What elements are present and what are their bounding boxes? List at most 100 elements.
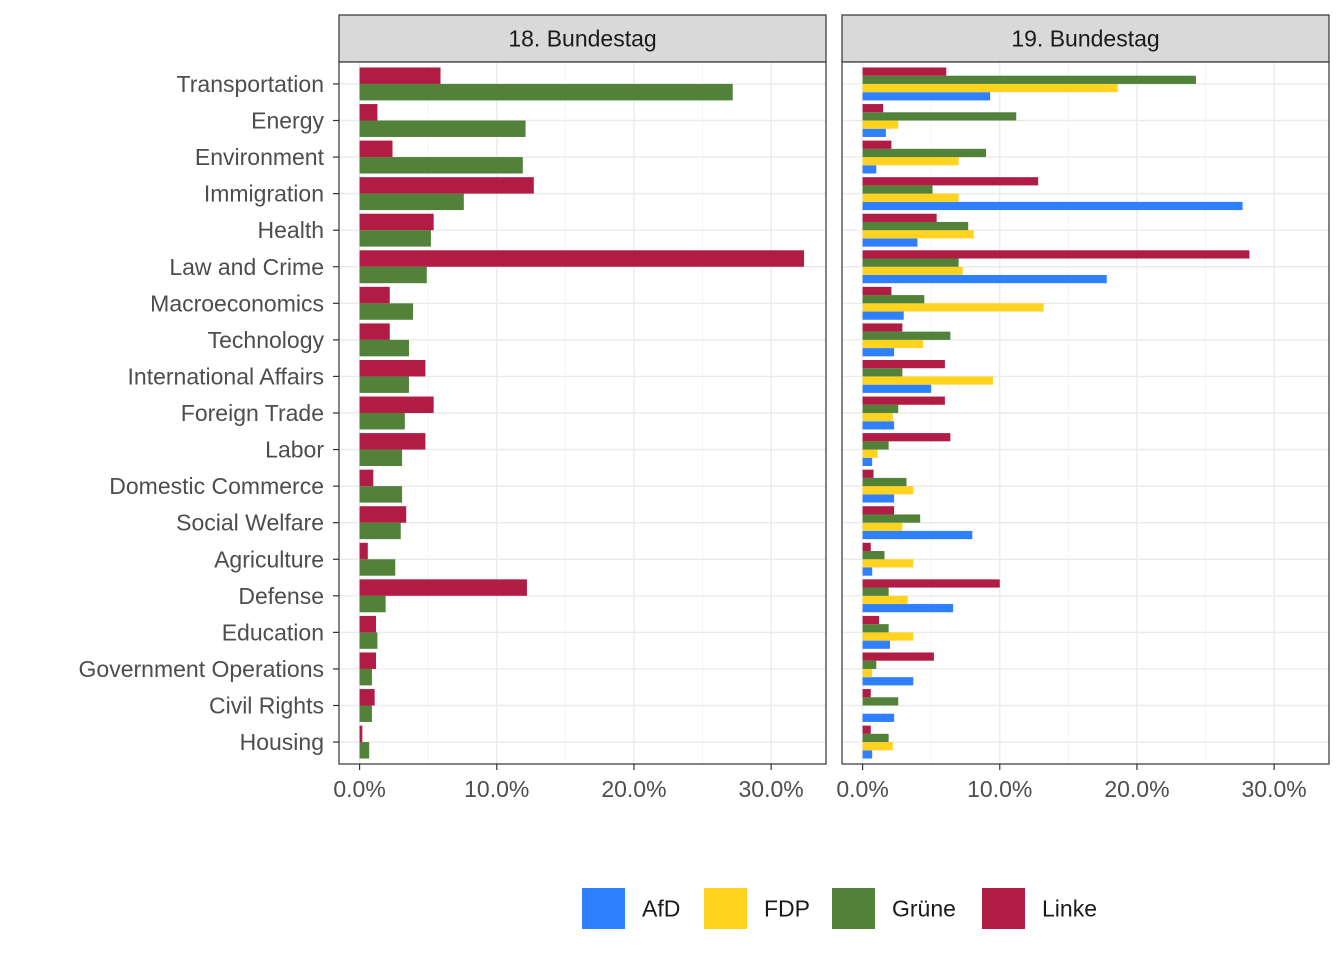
category-label-immigration: Immigration: [204, 181, 324, 207]
bar-gr-ne-international-affairs: [862, 368, 903, 377]
bar-gr-ne-foreign-trade: [359, 413, 405, 430]
bar-afd-civil-rights: [862, 713, 895, 722]
bar-fdp-environment: [862, 157, 959, 166]
bar-gr-ne-immigration: [359, 193, 464, 211]
legend-item-gr-ne: Grüne: [832, 888, 956, 929]
bar-afd-macroeconomics: [862, 311, 904, 320]
category-label-housing: Housing: [240, 729, 324, 755]
bar-linke-technology: [862, 323, 903, 332]
bar-afd-education: [862, 640, 891, 649]
bar-afd-health: [862, 238, 918, 247]
bar-fdp-social-welfare: [862, 522, 903, 531]
bar-gr-ne-law-and-crime: [862, 258, 959, 267]
bar-linke-law-and-crime: [862, 250, 1250, 259]
bar-fdp-education: [862, 632, 914, 641]
bar-gr-ne-international-affairs: [359, 376, 409, 393]
bar-linke-domestic-commerce: [359, 469, 374, 487]
bar-gr-ne-environment: [862, 148, 987, 158]
bar-gr-ne-education: [359, 632, 378, 649]
bar-linke-law-and-crime: [359, 250, 805, 267]
bar-gr-ne-housing: [862, 733, 889, 743]
bar-fdp-foreign-trade: [862, 413, 893, 422]
category-label-social-welfare: Social Welfare: [176, 510, 324, 536]
bar-fdp-law-and-crime: [862, 266, 963, 275]
x-tick-label: 20.0%: [1104, 776, 1169, 802]
bar-gr-ne-health: [862, 221, 969, 231]
legend-item-afd: AfD: [582, 888, 680, 929]
bar-gr-ne-social-welfare: [359, 522, 401, 540]
bars: [359, 67, 805, 759]
x-tick-label: 10.0%: [464, 776, 529, 802]
bar-fdp-technology: [862, 339, 923, 349]
bar-gr-ne-technology: [359, 339, 409, 357]
panel-18-bundestag: 18. Bundestag 0.0% 10.0% 20.0% 30.0%: [333, 14, 827, 802]
legend-item-fdp: FDP: [704, 888, 810, 929]
bar-gr-ne-agriculture: [359, 559, 396, 576]
bar-fdp-housing: [862, 742, 893, 751]
bar-afd-energy: [862, 128, 886, 137]
bar-gr-ne-social-welfare: [862, 514, 921, 523]
bar-fdp-labor: [862, 449, 878, 458]
bar-gr-ne-environment: [359, 157, 523, 174]
category-label-civil-rights: Civil Rights: [209, 693, 324, 719]
x-tick-label: 0.0%: [333, 776, 385, 802]
bar-linke-health: [359, 213, 434, 231]
bar-fdp-defense: [862, 595, 908, 605]
bar-gr-ne-foreign-trade: [862, 404, 899, 413]
x-tick-label: 10.0%: [967, 776, 1032, 802]
bar-linke-environment: [862, 140, 892, 149]
legend-item-linke: Linke: [982, 888, 1097, 929]
bar-gr-ne-transportation: [359, 83, 733, 101]
bar-afd-foreign-trade: [862, 421, 895, 430]
legend-swatch: [704, 888, 747, 929]
bar-gr-ne-energy: [862, 112, 1017, 121]
legend-swatch: [832, 888, 875, 929]
bar-gr-ne-domestic-commerce: [862, 477, 907, 487]
bar-linke-labor: [862, 433, 951, 442]
category-label-environment: Environment: [195, 144, 325, 170]
panel-title: 19. Bundestag: [1011, 26, 1159, 52]
legend-swatch: [582, 888, 625, 929]
bar-linke-government-operations: [359, 652, 377, 669]
bar-afd-transportation: [862, 92, 991, 101]
bar-afd-housing: [862, 750, 873, 759]
bar-linke-labor: [359, 433, 426, 450]
bar-fdp-health: [862, 230, 974, 239]
x-tick-label: 30.0%: [1242, 776, 1307, 802]
bar-gr-ne-macroeconomics: [862, 295, 925, 304]
bar-linke-transportation: [359, 67, 441, 84]
bar-afd-defense: [862, 604, 954, 613]
bar-linke-health: [862, 213, 937, 222]
bar-fdp-government-operations: [862, 668, 873, 678]
bar-linke-transportation: [862, 67, 947, 76]
x-tick-label: 0.0%: [836, 776, 888, 802]
x-tick-label: 30.0%: [739, 776, 804, 802]
bar-afd-labor: [862, 457, 873, 467]
bar-linke-education: [862, 615, 880, 625]
bar-afd-international-affairs: [862, 384, 932, 393]
bar-gr-ne-immigration: [862, 185, 933, 194]
bar-linke-energy: [359, 104, 378, 121]
bar-afd-immigration: [862, 201, 1243, 211]
legend-label: AfD: [642, 896, 680, 922]
panel-strip: [338, 14, 827, 63]
category-label-international-affairs: International Affairs: [128, 363, 324, 389]
bar-linke-immigration: [359, 177, 534, 194]
legend-label: FDP: [764, 896, 810, 922]
panel-title: 18. Bundestag: [508, 26, 656, 52]
bar-gr-ne-energy: [359, 120, 526, 137]
category-label-law-and-crime: Law and Crime: [169, 254, 324, 280]
bar-linke-civil-rights: [359, 689, 375, 706]
bar-gr-ne-government-operations: [862, 660, 877, 669]
panel-strip: [841, 14, 1330, 63]
bar-linke-environment: [359, 140, 393, 158]
legend-label: Linke: [1042, 896, 1097, 922]
category-label-defense: Defense: [238, 583, 324, 609]
bars: [862, 67, 1250, 759]
legend-label: Grüne: [892, 896, 956, 922]
category-label-education: Education: [222, 619, 324, 645]
category-label-energy: Energy: [251, 108, 324, 134]
bar-gr-ne-domestic-commerce: [359, 486, 403, 503]
bar-linke-immigration: [862, 177, 1039, 186]
